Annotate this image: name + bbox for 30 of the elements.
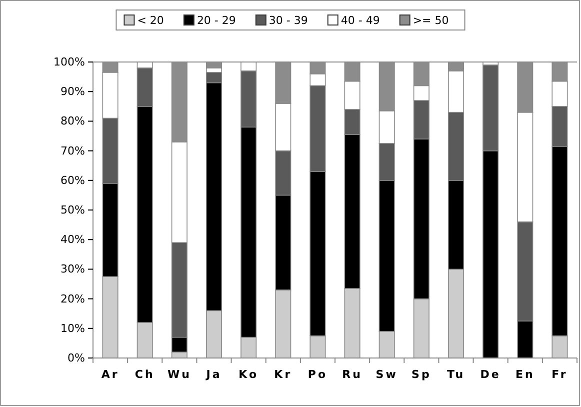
x-tick-label: Ch <box>134 368 155 381</box>
y-tick-label: 80% <box>60 114 85 128</box>
y-tick-label: 30% <box>60 262 85 276</box>
y-tick-label: 50% <box>60 204 85 217</box>
text: 40 - 49 <box>340 14 380 27</box>
x-tick-label: Ru <box>342 368 362 381</box>
x-tick-label: Sw <box>376 368 398 381</box>
y-tick-label: 60% <box>60 174 85 187</box>
x-tick-label: Wu <box>167 368 192 381</box>
x-tick-label: De <box>480 368 501 381</box>
y-tick-label: 70% <box>60 144 85 158</box>
x-tick-label: Fr <box>552 368 568 381</box>
y-tick-label: 90% <box>60 85 85 98</box>
y-tick-label: 10% <box>60 322 85 335</box>
legend-label: 20 - 29 <box>196 14 236 27</box>
x-tick-label: Sp <box>412 368 432 381</box>
x-tick-label: Ko <box>238 368 259 381</box>
legend-label: < 20 <box>137 14 164 27</box>
y-tick-label: 20% <box>60 292 85 306</box>
y-tick-label: 0% <box>68 352 85 365</box>
x-tick-label: En <box>515 368 535 381</box>
x-tick-label: Tu <box>446 368 466 381</box>
legend-label: 30 - 39 <box>268 14 308 27</box>
legend-label: >= 50 <box>412 14 449 27</box>
x-tick-label: Po <box>308 368 328 381</box>
x-tick-label: Ar <box>101 368 120 381</box>
x-tick-label: Ja <box>205 368 222 381</box>
x-tick-label: Kr <box>274 368 292 381</box>
y-tick-label: 100% <box>54 56 85 69</box>
y-tick-label: 40% <box>60 233 85 246</box>
